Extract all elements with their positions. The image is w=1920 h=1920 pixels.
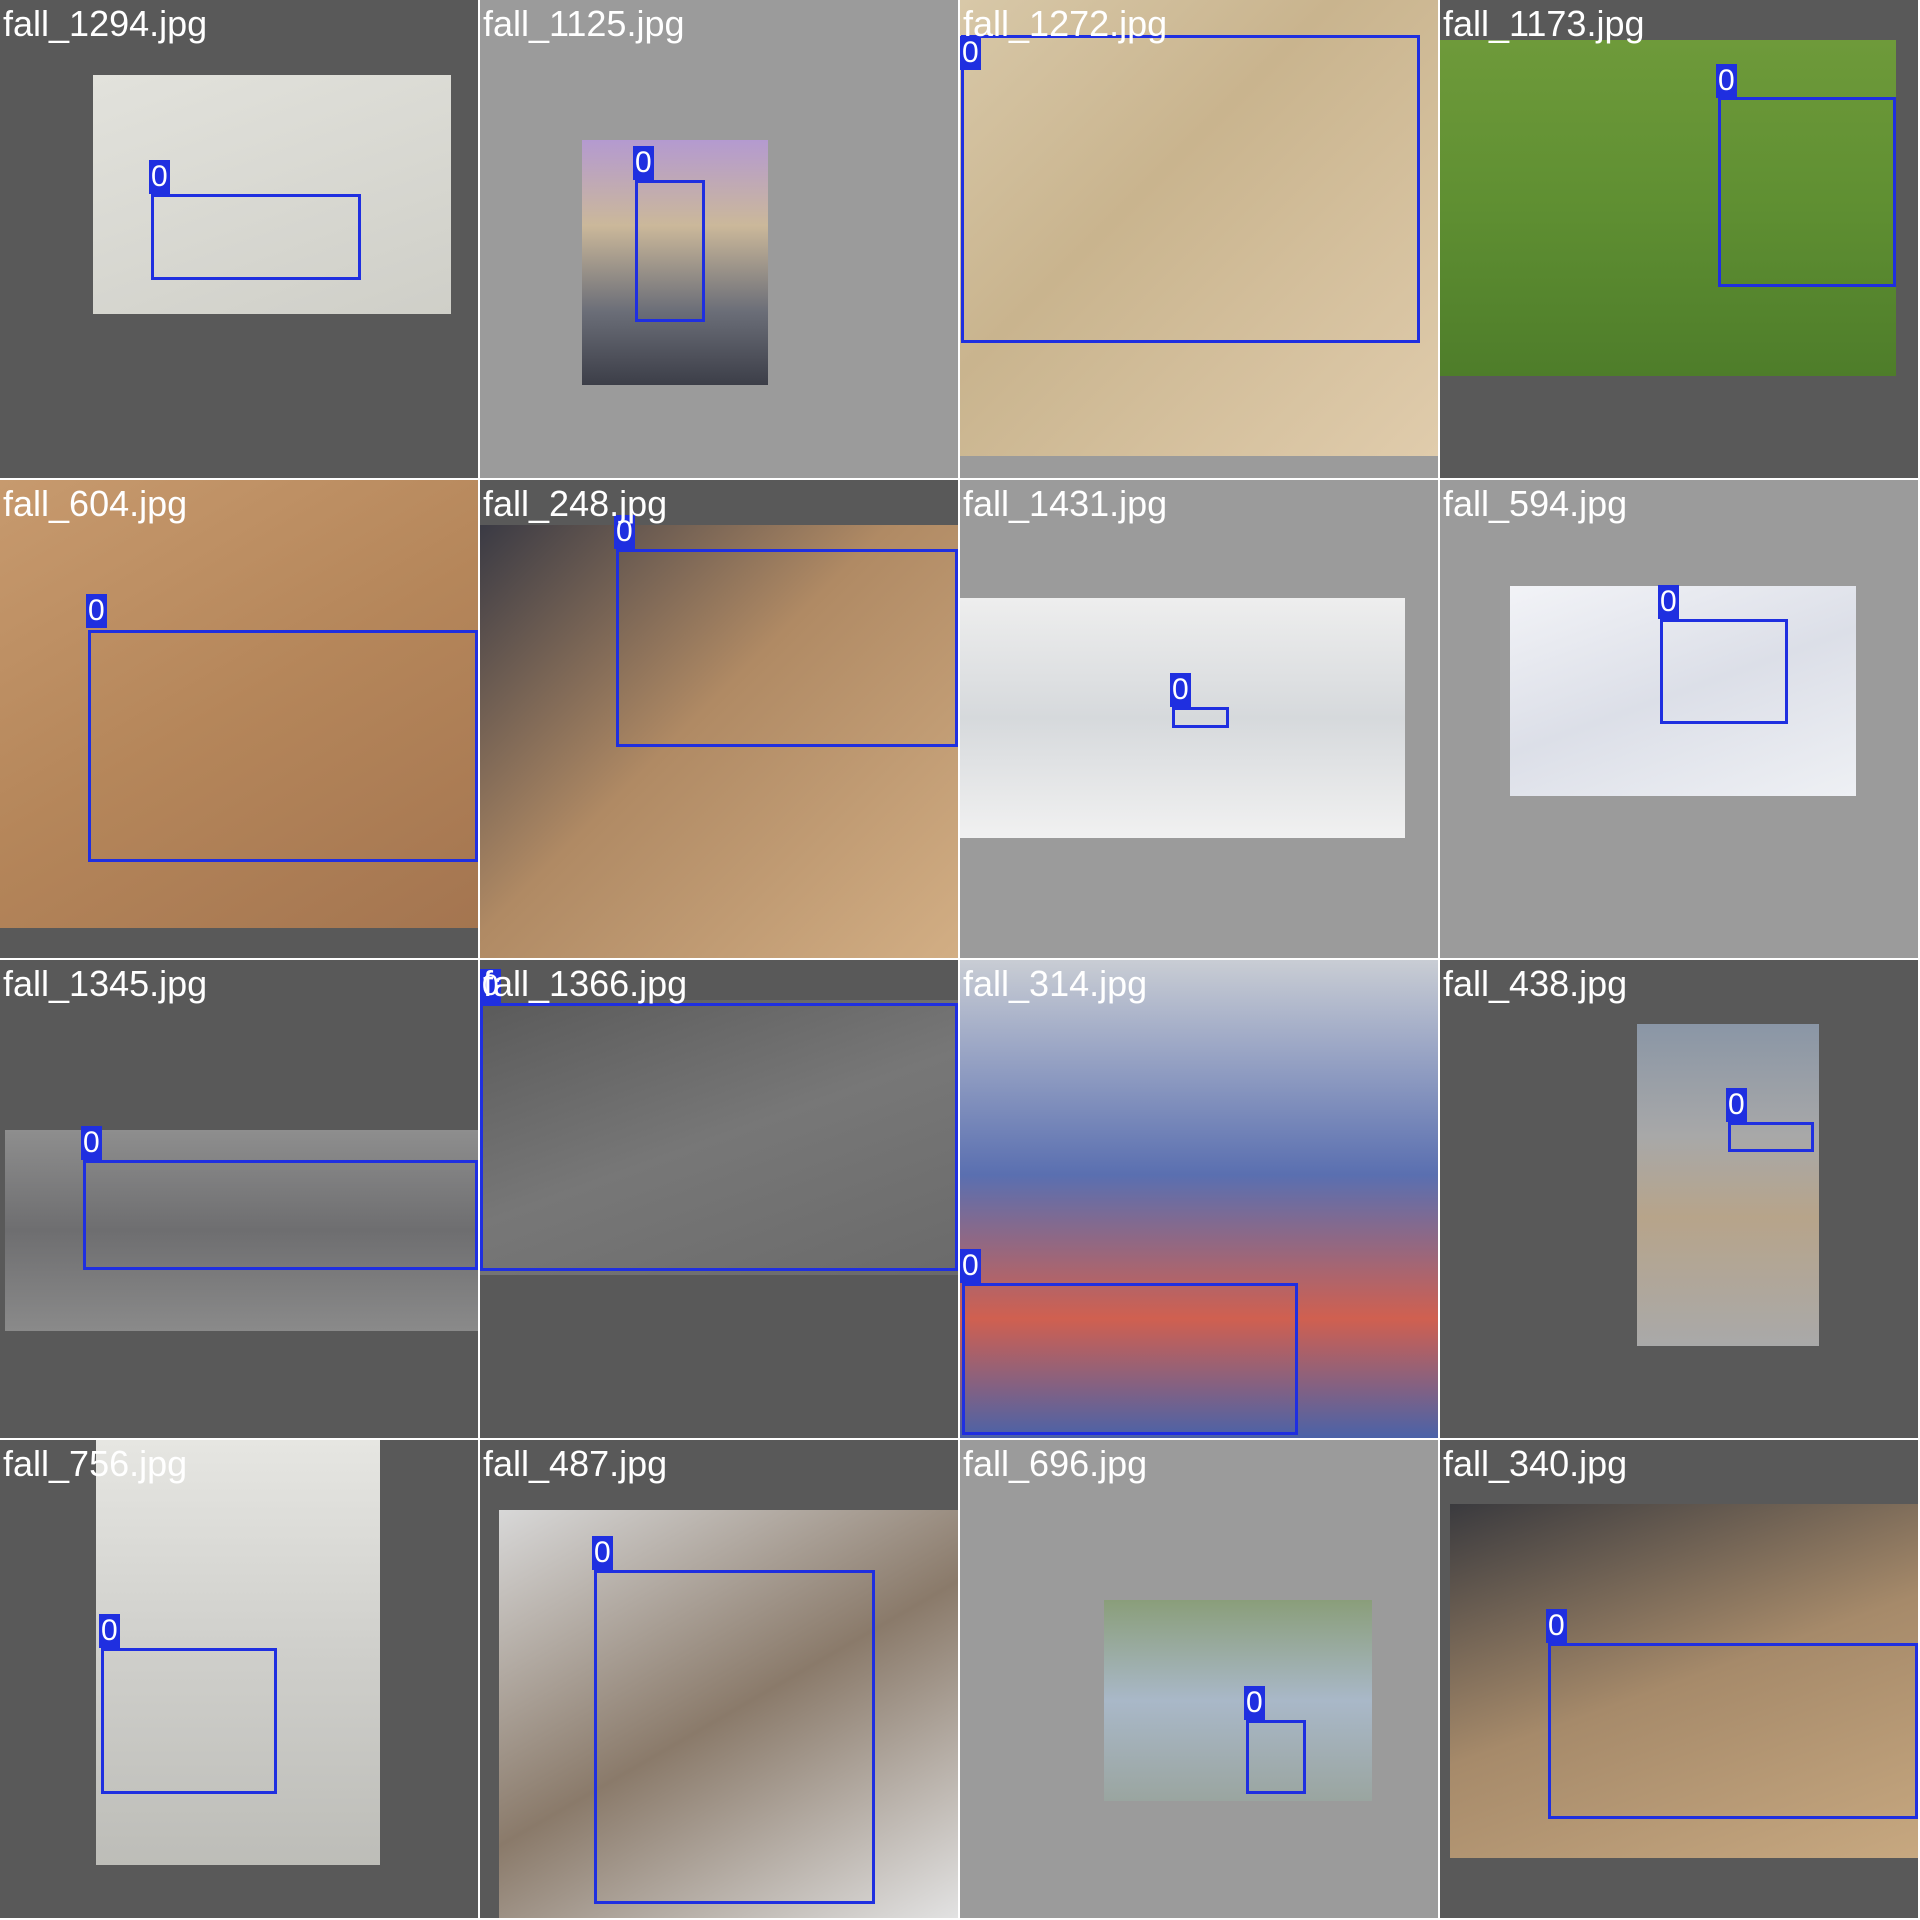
tile-fall-1294: fall_1294.jpg 0 <box>0 0 478 478</box>
photo <box>480 1000 958 1275</box>
bounding-box <box>962 1283 1298 1435</box>
photo <box>960 0 1438 456</box>
bounding-box <box>1246 1720 1306 1794</box>
tile-filename: fall_487.jpg <box>483 1443 668 1484</box>
class-label: 0 <box>1244 1686 1265 1720</box>
class-label: 0 <box>149 160 170 194</box>
photo <box>96 1440 380 1865</box>
bounding-box <box>616 549 958 747</box>
tile-fall-604: fall_604.jpg 0 <box>0 480 478 958</box>
tile-fall-314: fall_314.jpg 0 <box>960 960 1438 1438</box>
tile-filename: fall_1431.jpg <box>963 483 1168 524</box>
photo <box>960 960 1438 1438</box>
tile-fall-487: fall_487.jpg 0 <box>480 1440 958 1918</box>
tile-fall-594: fall_594.jpg 0 <box>1440 480 1918 958</box>
tile-filename: fall_1125.jpg <box>483 3 685 44</box>
class-label: 0 <box>1170 673 1191 707</box>
tile-fall-756: fall_756.jpg 0 <box>0 1440 478 1918</box>
bounding-box <box>480 1003 958 1271</box>
class-label: 0 <box>1726 1088 1747 1122</box>
photo <box>960 598 1405 838</box>
photo <box>499 1510 958 1918</box>
bounding-box <box>1660 619 1788 724</box>
bounding-box <box>1728 1122 1814 1152</box>
photo <box>1104 1600 1372 1801</box>
class-label: 0 <box>86 594 107 628</box>
class-label: 0 <box>960 36 981 70</box>
tile-fall-1125: fall_1125.jpg 0 <box>480 0 958 478</box>
class-label: 0 <box>1546 1609 1567 1643</box>
tile-fall-1431: fall_1431.jpg 0 <box>960 480 1438 958</box>
tile-filename: fall_604.jpg <box>3 483 188 524</box>
class-label: 0 <box>81 1126 102 1160</box>
class-label: 0 <box>633 146 654 180</box>
tile-filename: fall_1294.jpg <box>3 3 208 44</box>
bounding-box <box>1548 1643 1918 1819</box>
tile-fall-1345: fall_1345.jpg 0 <box>0 960 478 1438</box>
photo <box>1440 40 1896 376</box>
bounding-box <box>88 630 478 862</box>
tile-filename: fall_314.jpg <box>963 963 1148 1004</box>
class-label: 0 <box>480 969 501 1003</box>
tile-fall-1173: fall_1173.jpg 0 <box>1440 0 1918 478</box>
class-label: 0 <box>1716 64 1737 98</box>
tile-fall-340: fall_340.jpg 0 <box>1440 1440 1918 1918</box>
class-label: 0 <box>614 515 635 549</box>
tile-fall-438: fall_438.jpg 0 <box>1440 960 1918 1438</box>
bounding-box <box>1172 707 1229 728</box>
photo <box>1450 1504 1918 1858</box>
tile-fall-1366: fall_1366.jpg 0 <box>480 960 958 1438</box>
bounding-box <box>594 1570 875 1904</box>
tile-filename: fall_1272.jpg <box>963 3 1168 44</box>
tile-filename: fall_1366.jpg <box>483 963 688 1004</box>
bounding-box <box>1718 97 1896 287</box>
tile-filename: fall_340.jpg <box>1443 1443 1628 1484</box>
photo <box>0 480 478 928</box>
tile-filename: fall_696.jpg <box>963 1443 1148 1484</box>
bounding-box <box>101 1648 277 1794</box>
bounding-box <box>151 194 361 280</box>
tile-filename: fall_1173.jpg <box>1443 3 1645 44</box>
tile-fall-696: fall_696.jpg 0 <box>960 1440 1438 1918</box>
photo <box>1637 1024 1819 1346</box>
tile-filename: fall_594.jpg <box>1443 483 1628 524</box>
tile-filename: fall_438.jpg <box>1443 963 1628 1004</box>
photo <box>480 525 958 958</box>
tile-filename: fall_1345.jpg <box>3 963 208 1004</box>
class-label: 0 <box>592 1536 613 1570</box>
tile-filename: fall_756.jpg <box>3 1443 188 1484</box>
class-label: 0 <box>1658 585 1679 619</box>
bounding-box <box>635 180 705 322</box>
tile-fall-1272: fall_1272.jpg 0 <box>960 0 1438 478</box>
class-label: 0 <box>960 1249 981 1283</box>
tile-fall-248: fall_248.jpg 0 <box>480 480 958 958</box>
bounding-box <box>961 35 1420 343</box>
bounding-box <box>83 1160 478 1270</box>
tile-filename: fall_248.jpg <box>483 483 668 524</box>
class-label: 0 <box>99 1614 120 1648</box>
